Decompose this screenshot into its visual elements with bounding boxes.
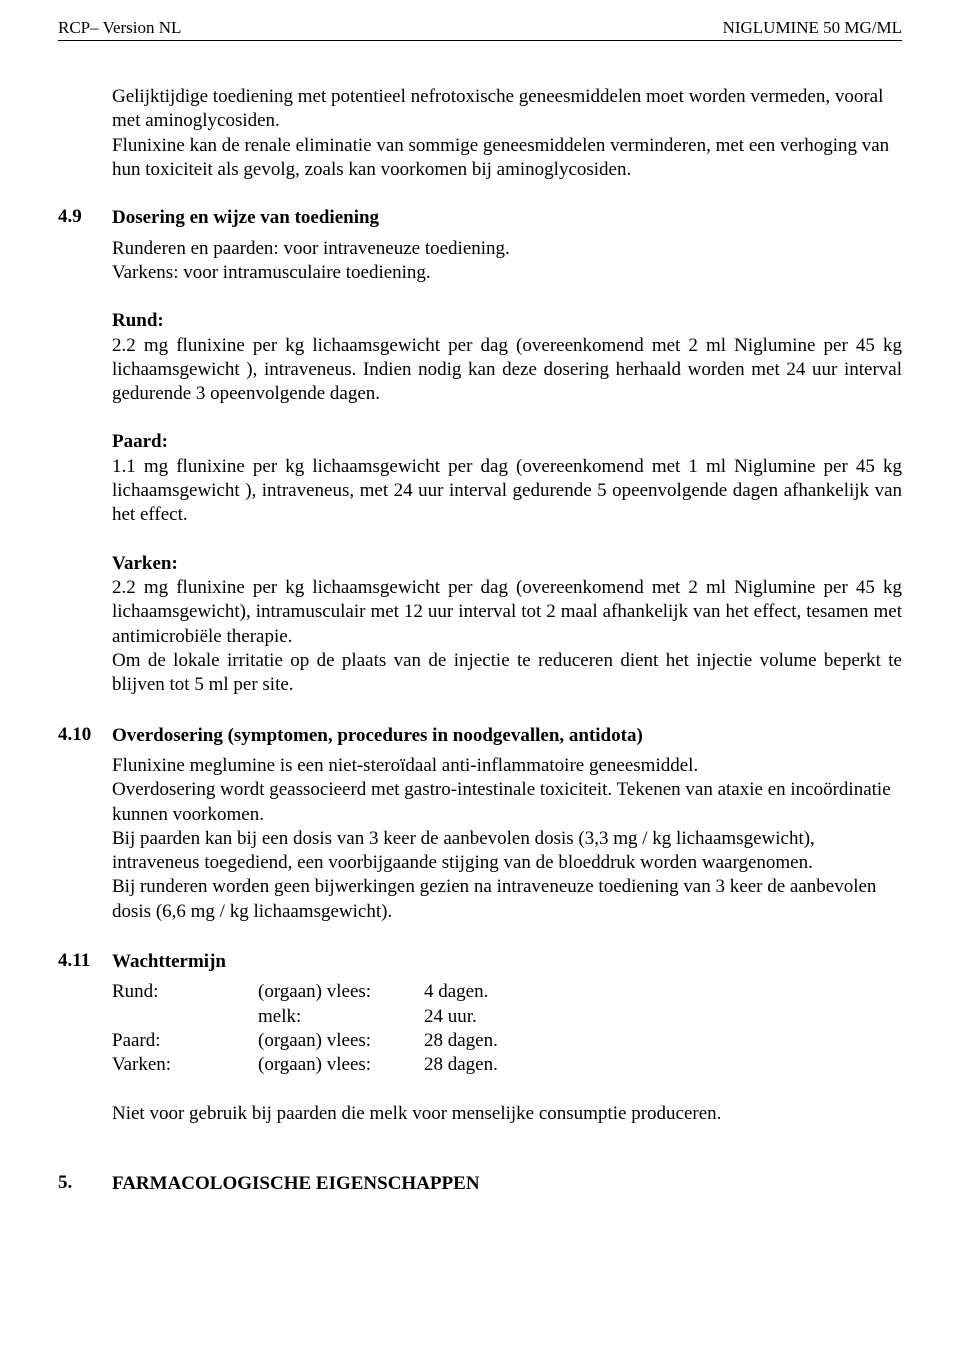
s410-p4: Bij runderen worden geen bijwerkingen ge… [112,875,902,924]
section-number-5: 5. [58,1172,112,1194]
page: RCP– Version NL NIGLUMINE 50 MG/ML Gelij… [0,0,960,1363]
varken-text-2: Om de lokale irritatie op de plaats van … [112,649,902,698]
spacer [58,1152,902,1172]
paard-label: Paard: [112,430,902,454]
section-number-4-11: 4.11 [58,950,112,972]
varken-text-1: 2.2 mg flunixine per kg lichaamsgewicht … [112,576,902,649]
s49-p2: Varkens: voor intramusculaire toediening… [112,261,902,285]
wt-cell: (orgaan) vlees: [258,980,424,1004]
wt-cell: 28 dagen. [424,1053,550,1077]
section-title-5: FARMACOLOGISCHE EIGENSCHAPPEN [112,1172,902,1196]
wt-cell: (orgaan) vlees: [258,1029,424,1053]
wachttermijn-table-wrap: Rund: (orgaan) vlees: 4 dagen. melk: 24 … [112,980,902,1077]
s410-p1: Flunixine meglumine is een niet-steroïda… [112,754,902,778]
wt-cell: Rund: [112,980,258,1004]
wt-cell: Varken: [112,1053,258,1077]
header-left: RCP– Version NL [58,18,181,38]
rund-text: 2.2 mg flunixine per kg lichaamsgewicht … [112,334,902,407]
wt-cell: 24 uur. [424,1005,550,1029]
table-row: Rund: (orgaan) vlees: 4 dagen. [112,980,550,1004]
wt-cell: Paard: [112,1029,258,1053]
table-row: Paard: (orgaan) vlees: 28 dagen. [112,1029,550,1053]
section-title-4-9: Dosering en wijze van toediening [112,206,902,230]
table-row: melk: 24 uur. [112,1005,550,1029]
s49-p1: Runderen en paarden: voor intraveneuze t… [112,237,902,261]
paard-text: 1.1 mg flunixine per kg lichaamsgewicht … [112,455,902,528]
section-title-4-11: Wachttermijn [112,950,902,974]
section-4-10: 4.10 Overdosering (symptomen, procedures… [58,724,902,925]
table-row: Varken: (orgaan) vlees: 28 dagen. [112,1053,550,1077]
wt-cell [112,1005,258,1029]
section-number-4-10: 4.10 [58,724,112,746]
wachttermijn-table: Rund: (orgaan) vlees: 4 dagen. melk: 24 … [112,980,550,1077]
section-5: 5. FARMACOLOGISCHE EIGENSCHAPPEN [58,1172,902,1196]
wt-cell: 28 dagen. [424,1029,550,1053]
section-title-4-10: Overdosering (symptomen, procedures in n… [112,724,902,748]
wt-cell: (orgaan) vlees: [258,1053,424,1077]
section-number-4-9: 4.9 [58,206,112,228]
s410-p2: Overdosering wordt geassocieerd met gast… [112,778,902,827]
intro-p2: Flunixine kan de renale eliminatie van s… [112,134,902,183]
section-4-11: 4.11 Wachttermijn Rund: (orgaan) vlees: … [58,950,902,1126]
header-right: NIGLUMINE 50 MG/ML [723,18,902,38]
s411-note: Niet voor gebruik bij paarden die melk v… [112,1102,902,1126]
varken-label: Varken: [112,552,902,576]
page-header: RCP– Version NL NIGLUMINE 50 MG/ML [58,18,902,41]
spacer [112,1078,902,1102]
s410-p3: Bij paarden kan bij een dosis van 3 keer… [112,827,902,876]
intro-p1: Gelijktijdige toediening met potentieel … [112,85,902,134]
rund-label: Rund: [112,309,902,333]
wt-cell: melk: [258,1005,424,1029]
section-4-9: 4.9 Dosering en wijze van toediening Run… [58,206,902,697]
wt-cell: 4 dagen. [424,980,550,1004]
